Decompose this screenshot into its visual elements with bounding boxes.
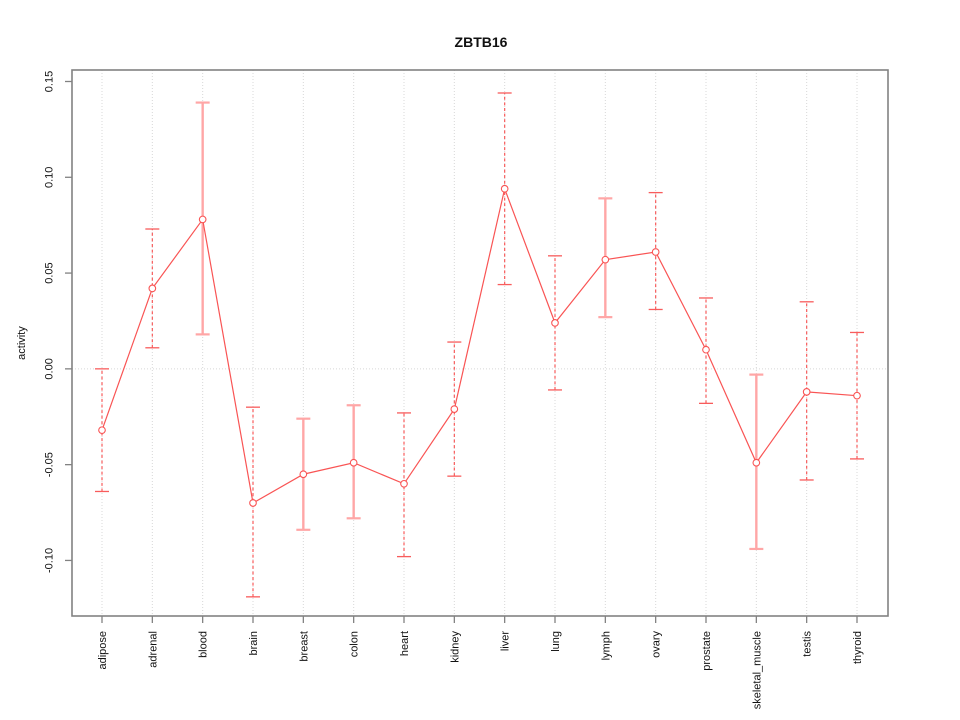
x-category-label: kidney xyxy=(449,631,461,663)
x-category-label: lymph xyxy=(600,631,612,660)
x-category-label: skeletal_muscle xyxy=(751,631,763,709)
y-tick-label: 0.10 xyxy=(44,167,56,188)
plot-frame xyxy=(71,69,889,617)
data-point xyxy=(349,458,358,467)
data-point xyxy=(249,499,257,507)
data-point xyxy=(601,255,610,264)
error-bars-group xyxy=(95,92,864,598)
data-point xyxy=(98,426,106,435)
y-tick-label: 0.05 xyxy=(44,262,56,283)
x-category-label: blood xyxy=(198,631,210,658)
y-tick-label: -0.05 xyxy=(44,452,56,477)
data-point xyxy=(802,388,811,396)
x-category-label: lung xyxy=(550,631,562,652)
y-tick-label: -0.10 xyxy=(44,548,56,573)
data-point xyxy=(400,479,408,488)
data-point xyxy=(551,319,559,327)
x-category-label: liver xyxy=(500,631,512,652)
series-line-group xyxy=(101,186,858,504)
x-category-label: colon xyxy=(349,631,361,657)
data-point xyxy=(752,458,761,467)
gridlines-group xyxy=(72,70,888,616)
data-point xyxy=(299,470,308,479)
x-category-label: ovary xyxy=(651,631,663,658)
x-category-label: adipose xyxy=(97,631,109,670)
y-tick-label: 0.00 xyxy=(44,358,56,379)
x-category-label: thyroid xyxy=(852,631,864,664)
x-category-label: heart xyxy=(399,631,411,656)
x-category-label: brain xyxy=(248,631,260,655)
data-point xyxy=(853,391,861,400)
x-category-label: breast xyxy=(298,631,310,662)
data-point xyxy=(450,405,459,413)
chart-title: ZBTB16 xyxy=(455,34,508,50)
data-points-group xyxy=(98,184,861,507)
data-point xyxy=(651,248,660,256)
x-category-label: adrenal xyxy=(147,631,159,668)
data-point xyxy=(500,184,509,193)
series-line xyxy=(101,186,858,504)
y-tick-label: 0.15 xyxy=(44,71,56,92)
data-point xyxy=(702,345,710,354)
x-category-label: testis xyxy=(802,631,814,657)
data-point xyxy=(148,284,157,293)
axes-group: 0.15 0.10 0.05 0.00 -0.05 -0.10 adipose adrenal… xyxy=(44,69,889,709)
y-axis-label: activity xyxy=(16,326,28,360)
data-point xyxy=(198,215,207,224)
x-category-label: prostate xyxy=(701,631,713,671)
